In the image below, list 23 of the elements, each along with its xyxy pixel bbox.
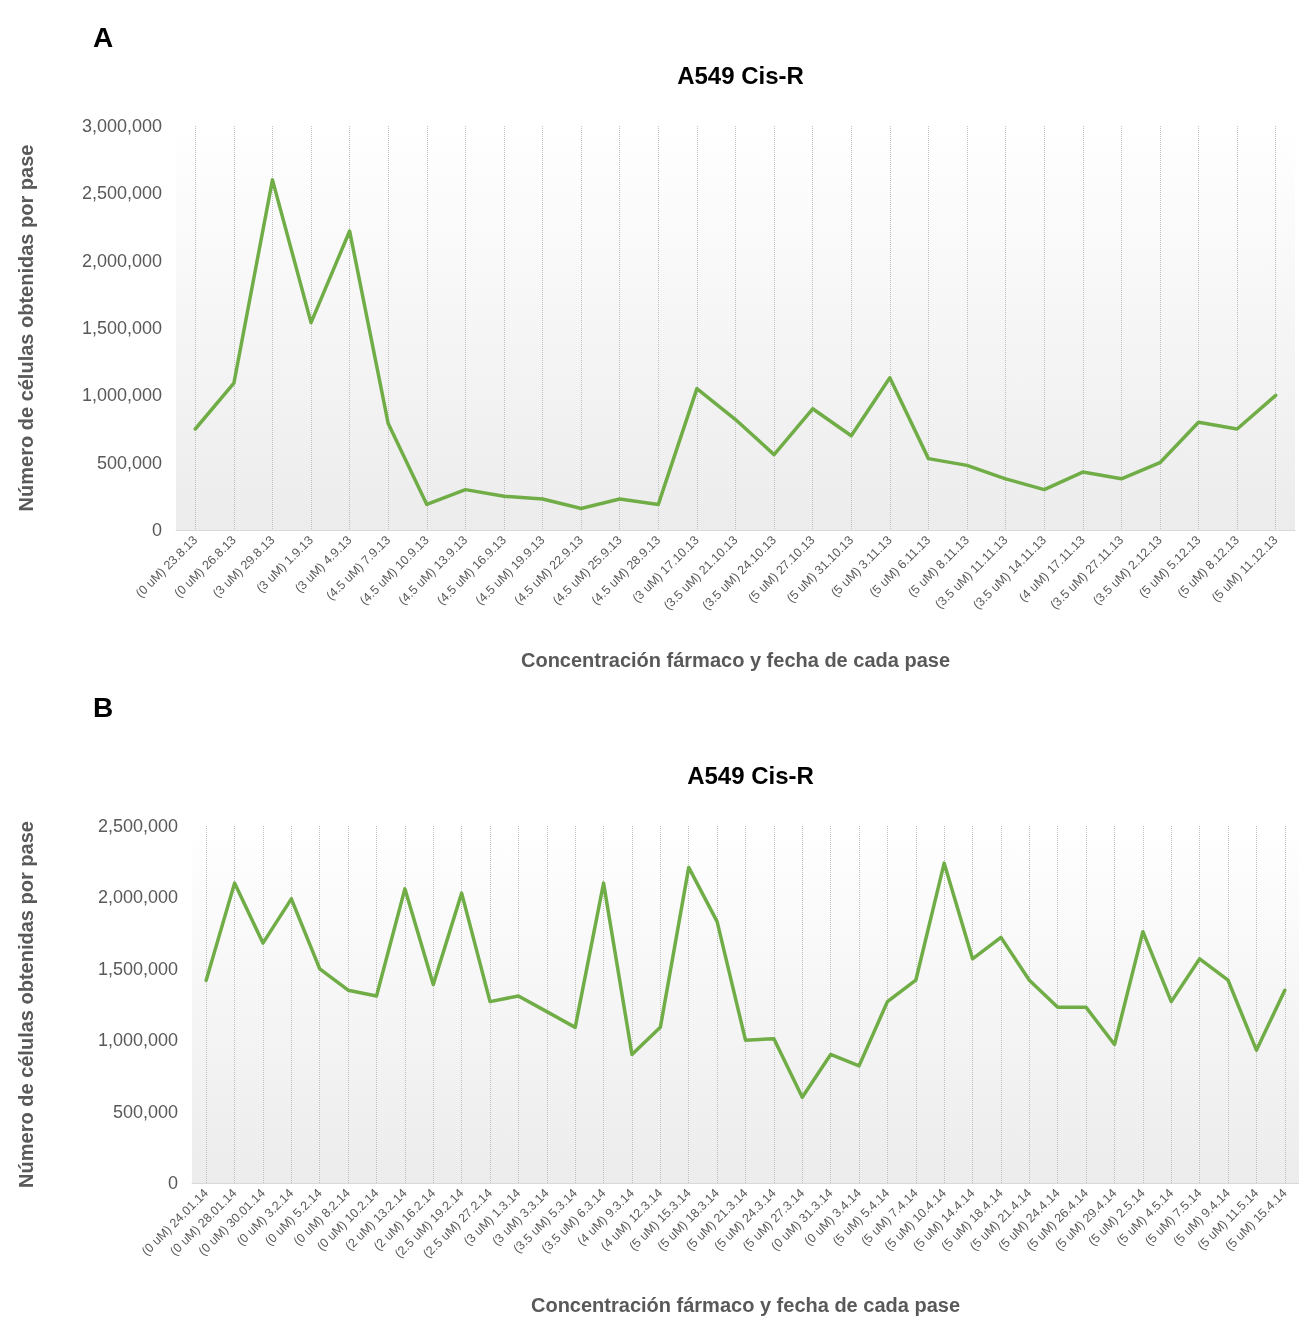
y-tick-label: 0 [167,1173,178,1193]
text: A [93,21,114,53]
y-tick-label: 1,000,000 [81,385,162,406]
y-tick-label: 0 [151,520,162,540]
y-tick-label: 1,500,000 [97,958,178,979]
y-tick-label: 2,000,000 [81,250,162,271]
y-tick-label: 500,000 [112,1101,178,1122]
y-axis-title: Número de células obtenidas por pase [15,821,37,1188]
chart-title: A549 Cis-R [677,61,804,89]
y-tick-label: 1,500,000 [81,318,162,338]
text: B [93,691,114,723]
y-tick-label: 2,500,000 [81,183,162,204]
line-series [193,178,1278,511]
y-tick-label: 2,500,000 [97,816,178,836]
chart-title: A549 Cis-R [687,761,814,789]
y-tick-label: 1,000,000 [97,1030,178,1051]
x-axis-title: Concentración fármaco y fecha de cada pase [520,649,951,671]
y-axis-title: Número de células obtenidas por pase [15,144,37,512]
y-tick-label: 3,000,000 [81,116,162,136]
y-tick-label: 500,000 [96,452,162,473]
y-tick-label: 2,000,000 [97,887,178,908]
line-series [204,861,1287,1100]
x-axis-title: Concentración fármaco y fecha de cada pase [530,1294,961,1316]
